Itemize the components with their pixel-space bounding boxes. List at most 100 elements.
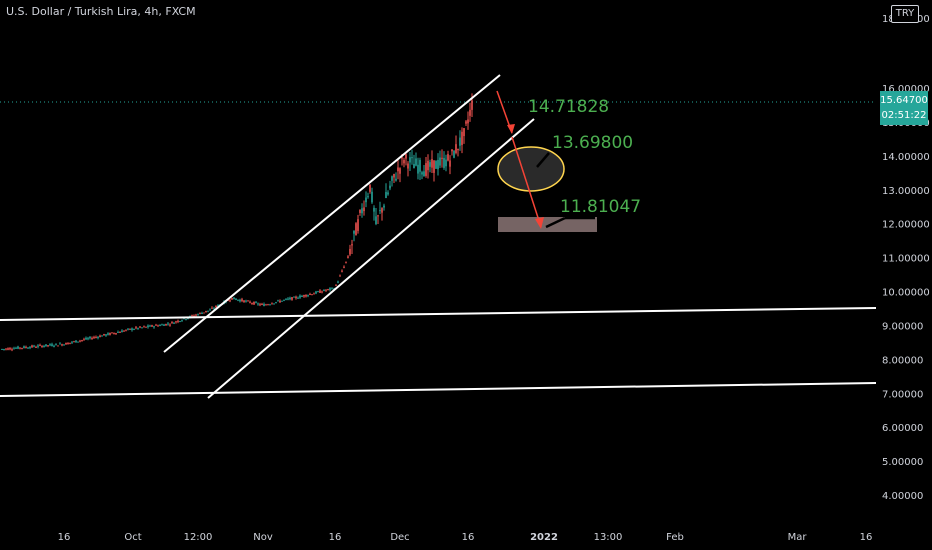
candle-body bbox=[471, 100, 473, 110]
target-ellipse[interactable] bbox=[497, 146, 565, 192]
support-line-upper[interactable] bbox=[0, 307, 877, 321]
candle-body bbox=[245, 300, 247, 302]
candle-body bbox=[25, 346, 27, 348]
candle-body bbox=[305, 294, 307, 297]
x-tick-label: 16 bbox=[860, 532, 873, 543]
candle-body bbox=[281, 300, 283, 302]
y-tick-label: 9.00000 bbox=[882, 321, 923, 332]
currency-badge[interactable]: TRY bbox=[891, 5, 919, 23]
candle-body bbox=[215, 305, 217, 308]
candle-body bbox=[425, 163, 427, 176]
candle-body bbox=[113, 333, 115, 335]
candle-body bbox=[191, 315, 193, 317]
candle-body bbox=[279, 300, 281, 303]
down-arrow-2-head bbox=[535, 217, 544, 229]
target-label-2: 13.69800 bbox=[552, 133, 633, 153]
candle-body bbox=[447, 154, 449, 161]
candle-body bbox=[115, 333, 117, 335]
candle-body bbox=[233, 297, 235, 300]
candle-body bbox=[33, 345, 35, 347]
candle-body bbox=[451, 149, 453, 152]
candle-body bbox=[253, 301, 255, 305]
candle-body bbox=[453, 150, 455, 158]
x-tick-label: 2022 bbox=[530, 532, 558, 543]
candle-body bbox=[205, 310, 207, 312]
candle-body bbox=[467, 119, 469, 124]
candle-body bbox=[383, 205, 385, 208]
candle-body bbox=[207, 310, 209, 312]
candle-body bbox=[347, 256, 349, 258]
candle-body bbox=[71, 341, 73, 343]
candle-body bbox=[357, 219, 359, 231]
candle-body bbox=[1, 348, 3, 350]
candle-body bbox=[187, 318, 189, 320]
candle-body bbox=[307, 295, 309, 297]
candle-body bbox=[267, 304, 269, 306]
last-price-label: 15.64700 02:51:22 bbox=[880, 91, 928, 125]
candle-body bbox=[119, 331, 121, 333]
candle-body bbox=[317, 291, 319, 293]
candle-body bbox=[343, 266, 345, 268]
candle-body bbox=[165, 323, 167, 326]
candle-body bbox=[385, 192, 387, 199]
candle-body bbox=[315, 291, 317, 294]
candle-body bbox=[185, 319, 187, 321]
y-tick-label: 11.00000 bbox=[882, 254, 930, 265]
candle-body bbox=[11, 349, 13, 351]
candle-body bbox=[161, 324, 163, 326]
channel-lower-line[interactable] bbox=[207, 118, 535, 399]
x-tick-label: Dec bbox=[390, 532, 409, 543]
candle-body bbox=[99, 335, 101, 338]
candle-body bbox=[283, 299, 285, 301]
candle-body bbox=[261, 303, 263, 305]
candle-body bbox=[407, 163, 409, 169]
candle-body bbox=[415, 158, 417, 166]
x-tick-label: Oct bbox=[124, 532, 141, 543]
candle-body bbox=[371, 191, 373, 203]
candle-body bbox=[409, 157, 411, 163]
candle-body bbox=[53, 345, 55, 347]
candle-body bbox=[169, 324, 171, 326]
candle-body bbox=[59, 343, 61, 345]
candle-body bbox=[255, 302, 257, 304]
candle-body bbox=[303, 294, 305, 297]
candle-body bbox=[411, 157, 413, 159]
candle-body bbox=[213, 308, 215, 310]
zone-pointer bbox=[545, 216, 566, 229]
candle-body bbox=[27, 347, 29, 349]
candle-body bbox=[257, 303, 259, 305]
candle-body bbox=[311, 294, 313, 296]
candle-body bbox=[49, 344, 51, 346]
candle-body bbox=[325, 290, 327, 292]
bar-countdown: 02:51:22 bbox=[881, 110, 927, 121]
candle-body bbox=[275, 302, 277, 304]
y-tick-label: 13.00000 bbox=[882, 186, 930, 197]
candle-body bbox=[151, 325, 153, 327]
candle-body bbox=[449, 160, 451, 167]
candle-body bbox=[457, 148, 459, 151]
candle-body bbox=[263, 304, 265, 307]
target-zone[interactable] bbox=[498, 217, 597, 232]
support-line-lower[interactable] bbox=[0, 382, 877, 397]
candle-body bbox=[141, 327, 143, 329]
candle-body bbox=[201, 312, 203, 314]
candle-body bbox=[289, 297, 291, 300]
candle-body bbox=[41, 345, 43, 348]
candle-body bbox=[393, 173, 395, 178]
x-tick-label: Nov bbox=[253, 532, 273, 543]
candle-body bbox=[277, 300, 279, 302]
channel-upper-line[interactable] bbox=[163, 74, 501, 353]
candle-body bbox=[3, 348, 5, 350]
candle-body bbox=[377, 215, 379, 217]
candle-body bbox=[159, 325, 161, 327]
candle-body bbox=[23, 346, 25, 349]
candle-body bbox=[359, 210, 361, 213]
candle-body bbox=[85, 337, 87, 340]
candle-body bbox=[21, 347, 23, 349]
candle-body bbox=[67, 342, 69, 345]
candle-body bbox=[155, 324, 157, 326]
x-axis-labels: 16 Oct 12:00 Nov 16 Dec 16 2022 13:00 Feb Mar 16 bbox=[58, 532, 873, 543]
candle-body bbox=[251, 302, 253, 304]
candle-body bbox=[459, 137, 461, 146]
